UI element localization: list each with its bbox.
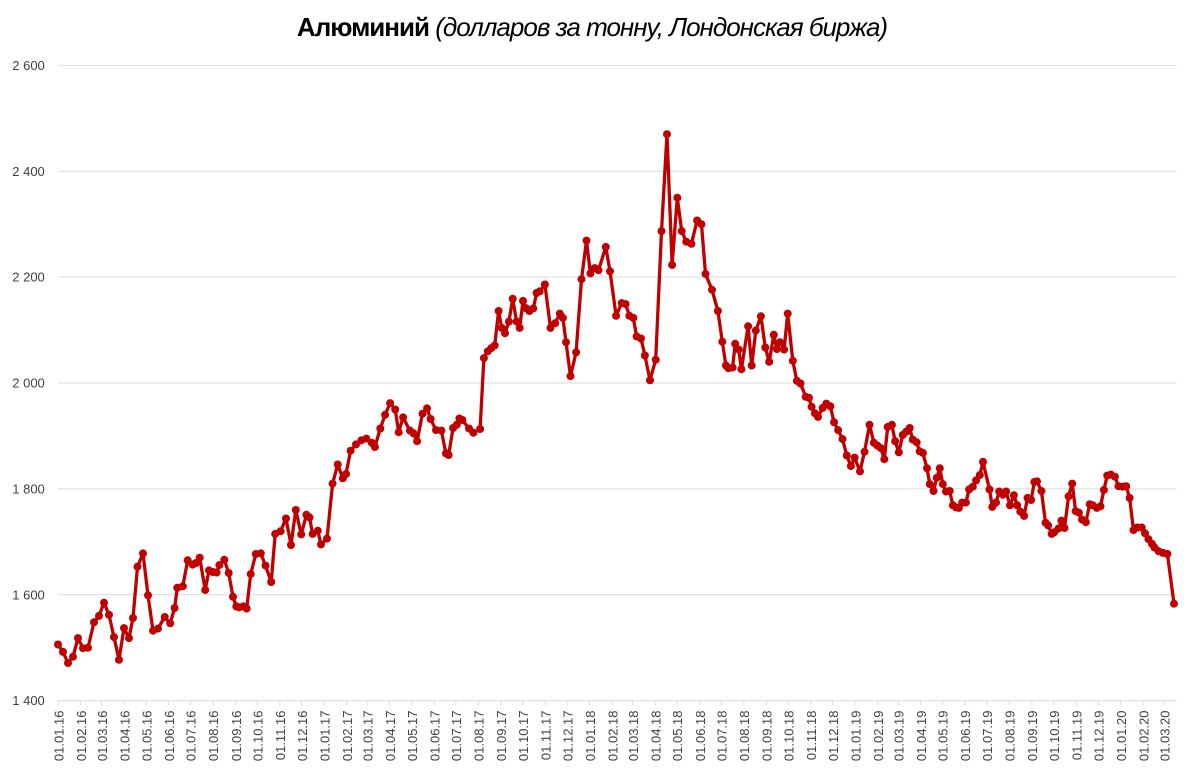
svg-text:01.04.19: 01.04.19 <box>914 711 929 762</box>
svg-text:01.10.18: 01.10.18 <box>782 711 797 762</box>
svg-text:01.11.16: 01.11.16 <box>273 711 288 761</box>
svg-text:01.10.16: 01.10.16 <box>251 711 266 762</box>
svg-text:2 400: 2 400 <box>12 164 45 179</box>
svg-text:01.05.17: 01.05.17 <box>405 711 420 762</box>
svg-text:1 600: 1 600 <box>12 587 45 602</box>
svg-text:01.04.16: 01.04.16 <box>118 711 133 762</box>
svg-text:2 600: 2 600 <box>12 58 45 73</box>
svg-text:01.12.19: 01.12.19 <box>1091 711 1106 762</box>
svg-text:01.12.18: 01.12.18 <box>826 711 841 762</box>
svg-text:01.02.17: 01.02.17 <box>340 711 355 762</box>
svg-text:01.12.17: 01.12.17 <box>560 711 575 762</box>
svg-text:01.04.17: 01.04.17 <box>383 711 398 762</box>
svg-text:01.02.18: 01.02.18 <box>606 711 621 762</box>
svg-text:01.02.16: 01.02.16 <box>74 711 89 762</box>
svg-text:01.09.18: 01.09.18 <box>760 711 775 762</box>
svg-text:01.01.16: 01.01.16 <box>51 711 66 762</box>
svg-text:01.12.16: 01.12.16 <box>295 711 310 762</box>
svg-text:01.03.18: 01.03.18 <box>626 711 641 762</box>
svg-text:01.06.17: 01.06.17 <box>427 711 442 762</box>
svg-text:01.06.18: 01.06.18 <box>693 711 708 762</box>
svg-text:01.08.19: 01.08.19 <box>1003 711 1018 762</box>
svg-text:01.11.19: 01.11.19 <box>1070 711 1085 761</box>
svg-text:01.09.19: 01.09.19 <box>1025 711 1040 762</box>
svg-text:01.03.19: 01.03.19 <box>891 711 906 762</box>
svg-text:01.02.20: 01.02.20 <box>1136 711 1151 762</box>
svg-text:01.03.16: 01.03.16 <box>95 711 110 762</box>
svg-text:2 000: 2 000 <box>12 376 45 391</box>
svg-text:01.06.16: 01.06.16 <box>162 711 177 762</box>
svg-text:01.04.18: 01.04.18 <box>648 711 663 762</box>
svg-text:01.03.20: 01.03.20 <box>1158 711 1173 762</box>
svg-text:2 200: 2 200 <box>12 270 45 285</box>
svg-text:01.05.16: 01.05.16 <box>139 711 154 762</box>
svg-text:1 800: 1 800 <box>12 482 45 497</box>
svg-text:01.11.18: 01.11.18 <box>804 711 819 761</box>
svg-text:01.01.20: 01.01.20 <box>1114 711 1129 762</box>
svg-text:01.02.19: 01.02.19 <box>871 711 886 762</box>
svg-text:01.05.18: 01.05.18 <box>670 711 685 762</box>
svg-text:01.01.19: 01.01.19 <box>848 711 863 762</box>
svg-text:01.01.18: 01.01.18 <box>583 711 598 762</box>
svg-text:Алюминий (долларов за тонну, Л: Алюминий (долларов за тонну, Лондонская … <box>297 12 887 42</box>
svg-text:01.06.19: 01.06.19 <box>958 711 973 762</box>
svg-text:01.09.17: 01.09.17 <box>494 711 509 762</box>
svg-text:01.11.17: 01.11.17 <box>539 711 554 761</box>
svg-text:01.10.17: 01.10.17 <box>516 711 531 762</box>
svg-text:01.08.17: 01.08.17 <box>472 711 487 762</box>
svg-text:01.08.16: 01.08.16 <box>206 711 221 762</box>
svg-text:01.07.18: 01.07.18 <box>715 711 730 762</box>
svg-text:01.09.16: 01.09.16 <box>229 711 244 762</box>
svg-text:01.07.16: 01.07.16 <box>184 711 199 762</box>
svg-text:01.05.19: 01.05.19 <box>936 711 951 762</box>
svg-text:1 400: 1 400 <box>12 693 45 708</box>
svg-text:01.03.17: 01.03.17 <box>360 711 375 762</box>
svg-text:01.07.17: 01.07.17 <box>449 711 464 762</box>
svg-text:01.08.18: 01.08.18 <box>737 711 752 762</box>
svg-text:01.01.17: 01.01.17 <box>318 711 333 762</box>
svg-text:01.07.19: 01.07.19 <box>980 711 995 762</box>
svg-text:01.10.19: 01.10.19 <box>1047 711 1062 762</box>
